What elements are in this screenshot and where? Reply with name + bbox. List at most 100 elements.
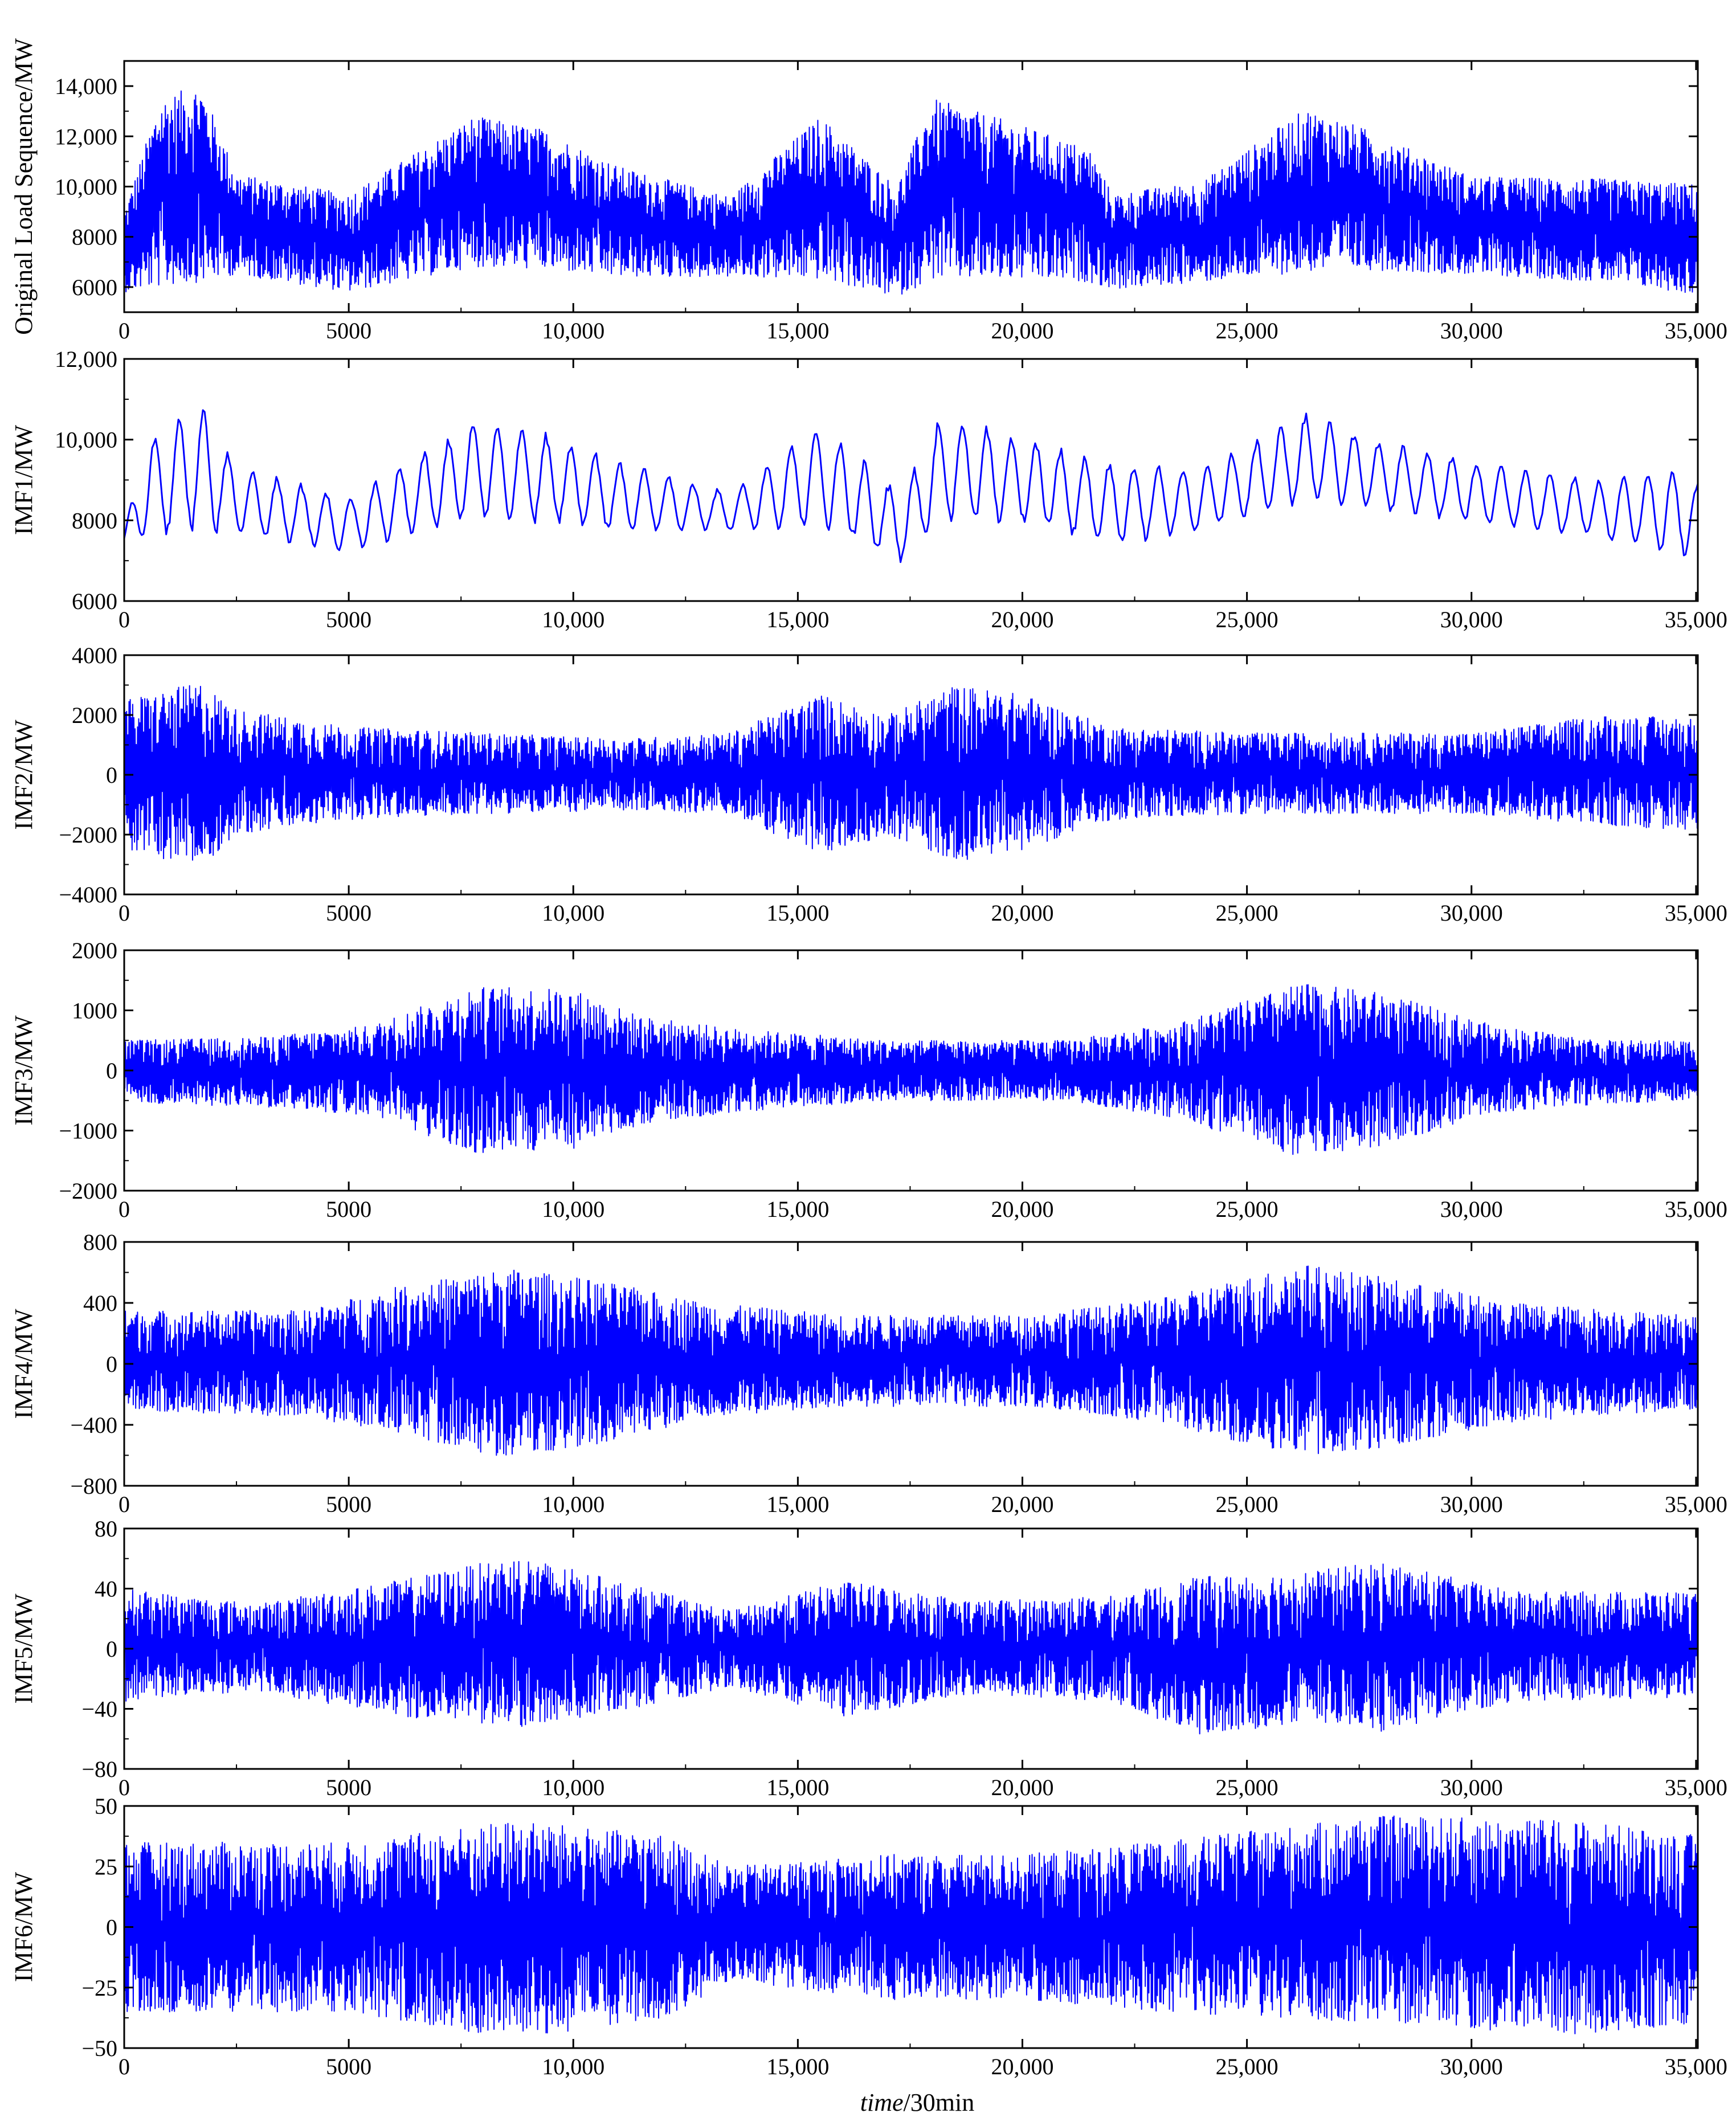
x-axis-label: time/30min bbox=[860, 2089, 974, 2116]
x-tick-label: 15,000 bbox=[766, 318, 829, 344]
y-tick-label: 80 bbox=[95, 1516, 117, 1542]
y-tick-label: 10,000 bbox=[55, 174, 117, 200]
x-tick-label: 10,000 bbox=[542, 607, 604, 632]
y-axis-label: IMF4/MW bbox=[10, 1309, 38, 1419]
y-axis-label: IMF1/MW bbox=[10, 424, 38, 535]
y-tick-label: −25 bbox=[81, 1975, 117, 2001]
x-tick-label: 35,000 bbox=[1665, 1775, 1727, 1800]
y-tick-label: −400 bbox=[70, 1412, 117, 1438]
x-tick-label: 15,000 bbox=[766, 900, 829, 926]
x-tick-label: 35,000 bbox=[1665, 1491, 1727, 1517]
plot-frame bbox=[123, 358, 1699, 602]
x-tick-label: 25,000 bbox=[1216, 900, 1278, 926]
x-tick-label: 0 bbox=[119, 1196, 130, 1222]
chart-panel: 0 5000 10,000 15,000 20,000 25,000 30,000 35,00… bbox=[10, 1793, 1727, 2079]
chart-panel: 0 5000 10,000 15,000 20,000 25,000 30,000 35,00… bbox=[10, 346, 1727, 632]
x-tick-label: 0 bbox=[119, 2054, 130, 2079]
x-tick-label: 35,000 bbox=[1665, 318, 1727, 344]
x-tick-label: 25,000 bbox=[1216, 1775, 1278, 1800]
x-tick-label: 5000 bbox=[326, 1196, 371, 1222]
x-tick-label: 25,000 bbox=[1216, 1196, 1278, 1222]
y-axis-label: IMF2/MW bbox=[10, 720, 38, 830]
y-tick-label: −1000 bbox=[59, 1118, 117, 1144]
y-tick-label: 12,000 bbox=[55, 124, 117, 149]
x-tick-label: 0 bbox=[119, 607, 130, 632]
x-tick-label: 35,000 bbox=[1665, 1196, 1727, 1222]
x-tick-label: 5000 bbox=[326, 607, 371, 632]
series-line bbox=[123, 409, 1699, 563]
x-tick-label: 10,000 bbox=[542, 900, 604, 926]
x-tick-label: 15,000 bbox=[766, 2054, 829, 2079]
x-tick-label: 5000 bbox=[326, 1491, 371, 1517]
x-tick-label: 0 bbox=[119, 900, 130, 926]
y-tick-label: 0 bbox=[106, 1915, 117, 1940]
chart-panel: 0 5000 10,000 15,000 20,000 25,000 30,000 35,00… bbox=[10, 643, 1727, 926]
y-axis-label: IMF3/MW bbox=[10, 1015, 38, 1126]
x-tick-label: 35,000 bbox=[1665, 2054, 1727, 2079]
x-tick-label: 10,000 bbox=[542, 2054, 604, 2079]
x-tick-label: 20,000 bbox=[991, 900, 1053, 926]
series-line bbox=[124, 685, 1698, 861]
y-tick-label: −40 bbox=[81, 1697, 117, 1722]
y-tick-label: −800 bbox=[70, 1473, 117, 1499]
series-line bbox=[124, 1815, 1698, 2034]
x-tick-label: 30,000 bbox=[1440, 318, 1503, 344]
y-tick-label: 14,000 bbox=[55, 73, 117, 99]
y-tick-label: 50 bbox=[95, 1793, 117, 1819]
y-tick-label: 6000 bbox=[72, 275, 117, 300]
x-tick-label: 30,000 bbox=[1440, 607, 1503, 632]
y-tick-label: 2000 bbox=[72, 938, 117, 963]
chart-panel: 0 5000 10,000 15,000 20,000 25,000 30,000 35,00… bbox=[10, 1229, 1727, 1517]
y-tick-label: 0 bbox=[106, 1351, 117, 1377]
x-tick-label: 15,000 bbox=[766, 1196, 829, 1222]
x-tick-label: 30,000 bbox=[1440, 1196, 1503, 1222]
y-tick-label: 8000 bbox=[72, 508, 117, 533]
x-tick-label: 5000 bbox=[326, 1775, 371, 1800]
y-tick-label: −50 bbox=[81, 2036, 117, 2061]
x-tick-label: 5000 bbox=[326, 318, 371, 344]
y-tick-label: 0 bbox=[106, 1636, 117, 1662]
y-tick-label: 0 bbox=[106, 762, 117, 788]
x-tick-label: 25,000 bbox=[1216, 607, 1278, 632]
x-tick-label: 20,000 bbox=[991, 1491, 1053, 1517]
x-tick-label: 30,000 bbox=[1440, 2054, 1503, 2079]
x-tick-label: 35,000 bbox=[1665, 607, 1727, 632]
x-tick-label: 25,000 bbox=[1216, 1491, 1278, 1517]
y-tick-label: 12,000 bbox=[55, 346, 117, 372]
x-tick-label: 30,000 bbox=[1440, 1491, 1503, 1517]
y-tick-label: 800 bbox=[83, 1229, 117, 1255]
x-tick-label: 25,000 bbox=[1216, 2054, 1278, 2079]
y-axis-label: IMF5/MW bbox=[10, 1593, 38, 1704]
y-tick-label: −2000 bbox=[59, 822, 117, 848]
y-tick-label: −80 bbox=[81, 1756, 117, 1782]
y-tick-label: 8000 bbox=[72, 224, 117, 250]
x-tick-label: 5000 bbox=[326, 900, 371, 926]
y-tick-label: 4000 bbox=[72, 643, 117, 668]
series-line bbox=[124, 1265, 1698, 1456]
y-tick-label: 6000 bbox=[72, 589, 117, 614]
x-tick-label: 20,000 bbox=[991, 607, 1053, 632]
x-tick-label: 20,000 bbox=[991, 1775, 1053, 1800]
x-tick-label: 10,000 bbox=[542, 1196, 604, 1222]
series-line bbox=[124, 984, 1698, 1155]
x-tick-label: 0 bbox=[119, 318, 130, 344]
x-tick-label: 30,000 bbox=[1440, 1775, 1503, 1800]
x-tick-label: 0 bbox=[119, 1775, 130, 1800]
series-line bbox=[124, 1561, 1698, 1735]
x-tick-label: 10,000 bbox=[542, 318, 604, 344]
x-tick-label: 35,000 bbox=[1665, 900, 1727, 926]
y-tick-label: 25 bbox=[95, 1854, 117, 1879]
chart-panel: 0 5000 10,000 15,000 20,000 25,000 30,000 35,00… bbox=[10, 38, 1727, 344]
x-tick-label: 15,000 bbox=[766, 1491, 829, 1517]
x-tick-label: 15,000 bbox=[766, 607, 829, 632]
x-tick-label: 20,000 bbox=[991, 318, 1053, 344]
y-tick-label: 0 bbox=[106, 1058, 117, 1084]
y-tick-label: −2000 bbox=[59, 1178, 117, 1204]
x-tick-label: 10,000 bbox=[542, 1491, 604, 1517]
x-tick-label: 30,000 bbox=[1440, 900, 1503, 926]
y-tick-label: 400 bbox=[83, 1290, 117, 1316]
chart-panel: 0 5000 10,000 15,000 20,000 25,000 30,000 35,00… bbox=[10, 1516, 1727, 1800]
y-tick-label: −4000 bbox=[59, 882, 117, 908]
x-tick-label: 10,000 bbox=[542, 1775, 604, 1800]
